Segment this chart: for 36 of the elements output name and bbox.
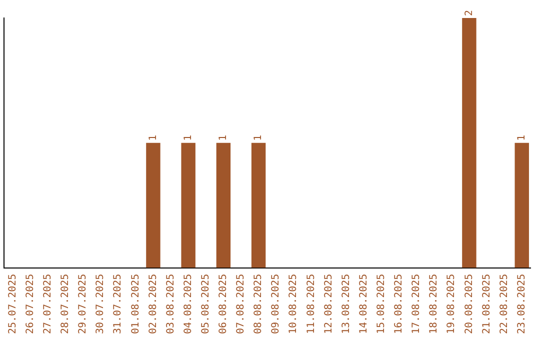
x-tick-label: 09.08.2025 — [270, 274, 282, 334]
x-tick-label: 21.08.2025 — [481, 274, 492, 334]
x-tick-label: 11.08.2025 — [306, 274, 317, 334]
data-label: 1 — [516, 134, 528, 141]
x-tick-label: 26.07.2025 — [24, 274, 36, 334]
x-tick-label: 13.08.2025 — [340, 274, 352, 334]
x-tick-label: 29.07.2025 — [78, 274, 89, 334]
x-tick-label: 02.08.2025 — [148, 274, 159, 334]
data-label: 1 — [182, 134, 194, 141]
x-tick-label: 30.07.2025 — [95, 274, 106, 334]
x-tick-label: 03.08.2025 — [165, 274, 176, 334]
x-tick-label: 08.08.2025 — [253, 274, 264, 334]
x-tick-label: 16.08.2025 — [394, 274, 405, 334]
x-tick-label: 23.08.2025 — [516, 274, 528, 334]
x-tick-label: 27.07.2025 — [42, 274, 54, 334]
x-tick-label: 20.08.2025 — [464, 274, 475, 334]
x-tick-label: 17.08.2025 — [411, 274, 422, 334]
x-tick-label: 25.07.2025 — [7, 274, 18, 334]
x-tick-label: 14.08.2025 — [358, 274, 370, 334]
x-tick-label: 28.07.2025 — [60, 274, 72, 334]
x-tick-label: 01.08.2025 — [130, 274, 142, 334]
x-tick-label: 18.08.2025 — [428, 274, 440, 334]
x-tick-label: 15.08.2025 — [376, 274, 388, 334]
x-tick-label: 05.08.2025 — [200, 274, 212, 334]
x-tick-label: 10.08.2025 — [288, 274, 300, 334]
data-label: 1 — [148, 134, 159, 141]
x-tick-label: 06.08.2025 — [218, 274, 230, 334]
data-label: 1 — [218, 134, 230, 141]
x-tick-label: 19.08.2025 — [446, 274, 458, 334]
x-tick-label: 04.08.2025 — [182, 274, 194, 334]
data-label: 1 — [253, 134, 264, 141]
x-tick-label: 31.07.2025 — [112, 274, 124, 334]
x-tick-label: 22.08.2025 — [498, 274, 510, 334]
data-label: 2 — [464, 10, 475, 16]
x-tick-label: 12.08.2025 — [323, 274, 334, 334]
x-tick-label: 07.08.2025 — [236, 274, 247, 334]
